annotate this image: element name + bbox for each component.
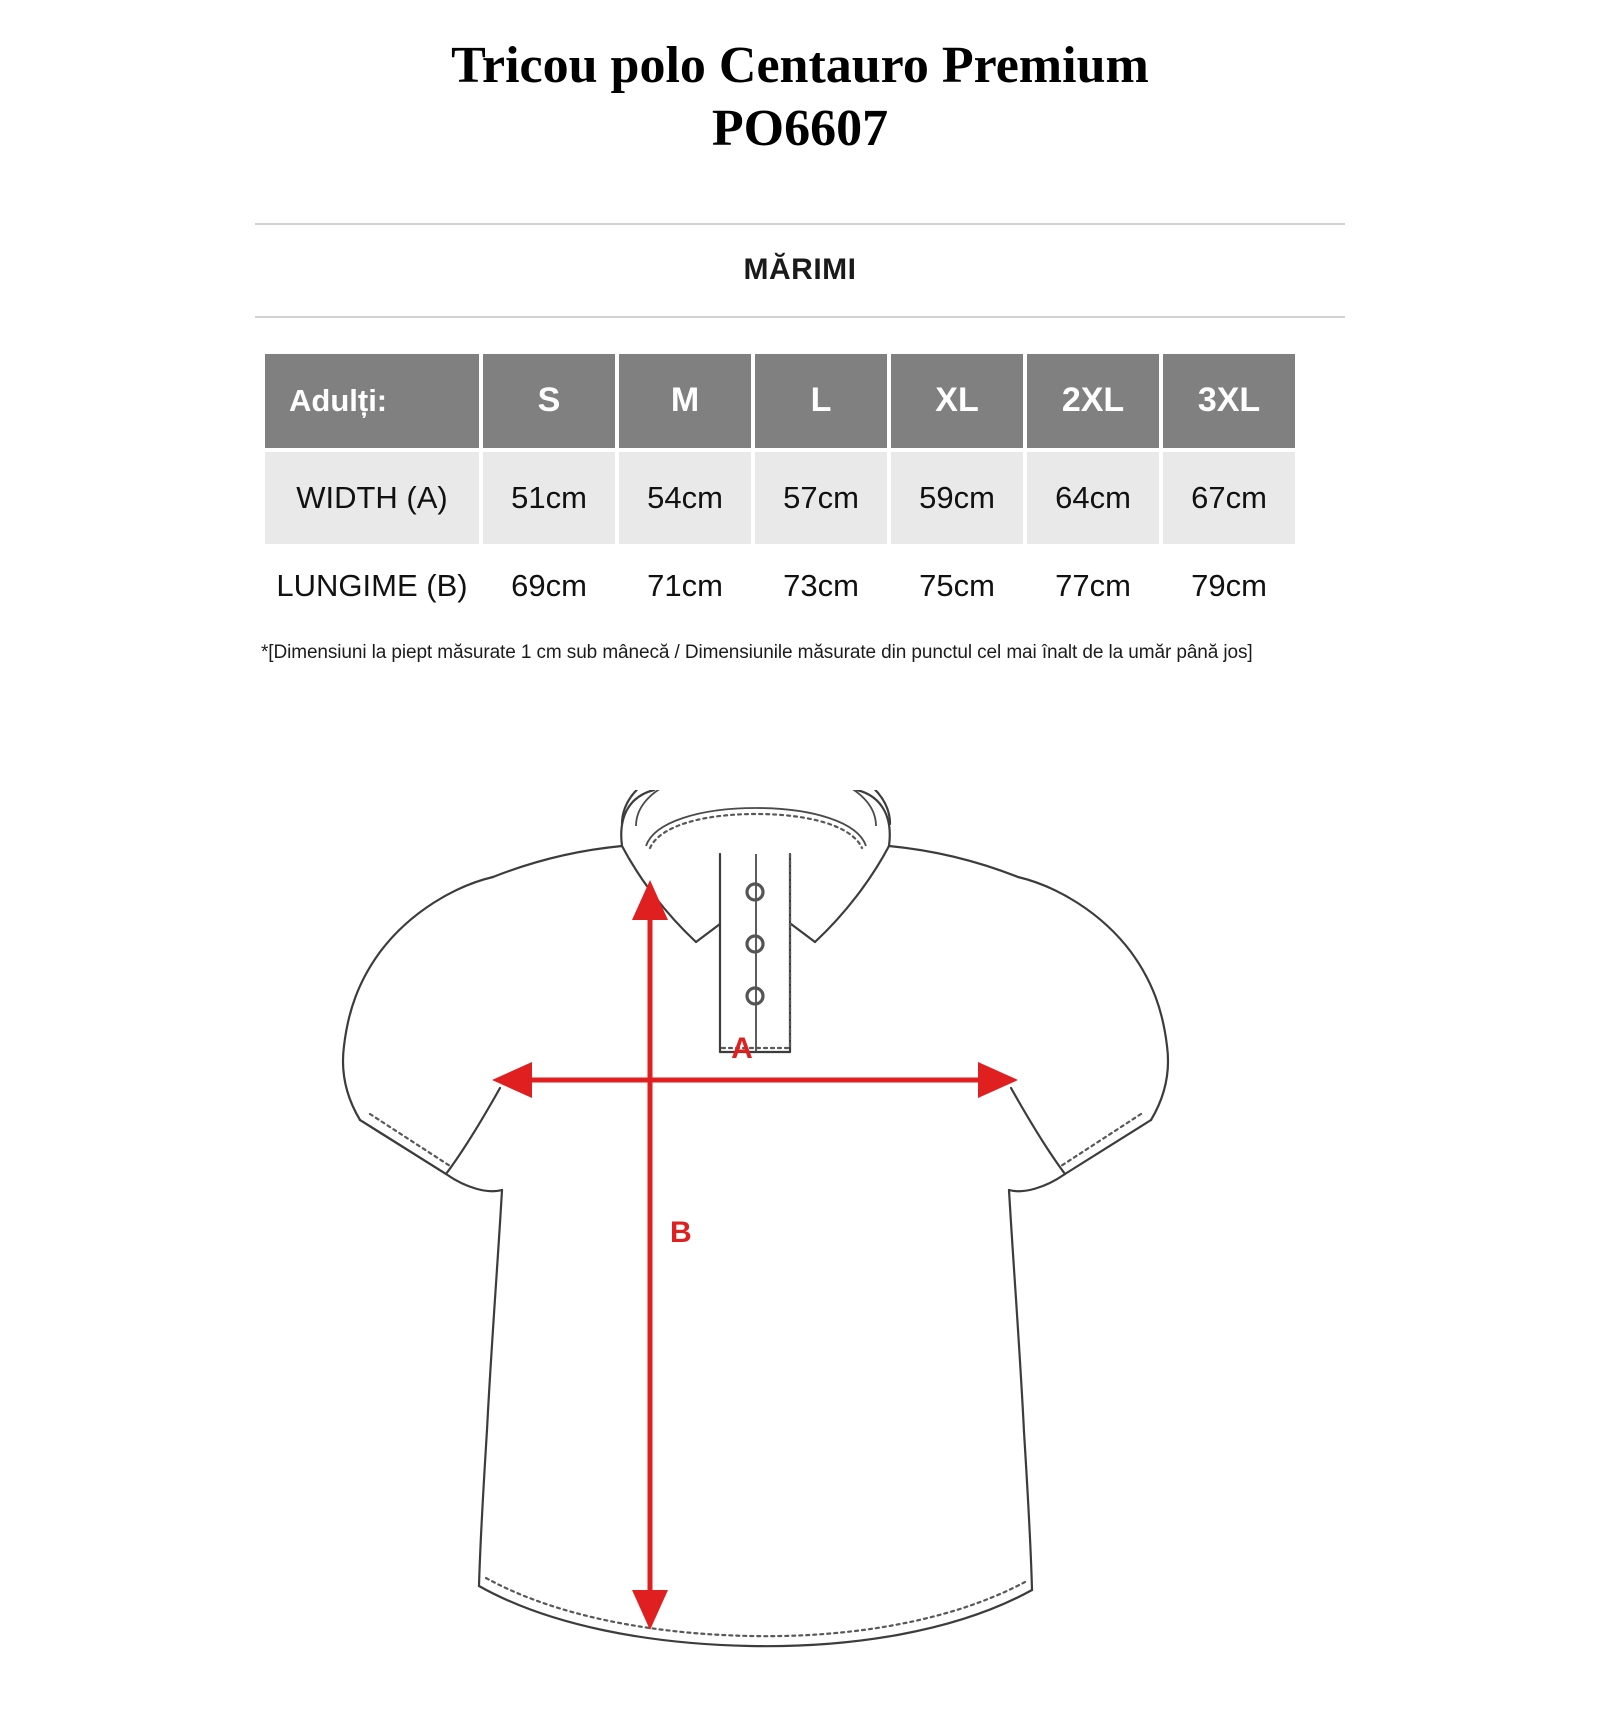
cell-length-s: 69cm xyxy=(511,567,587,603)
right-sleeve-stitch xyxy=(1059,1112,1143,1168)
size-chart: MĂRIMI Adulți: S M L XL 2XL 3XL WIDTH (A… xyxy=(255,161,1345,664)
cell-width-l: 57cm xyxy=(755,451,887,544)
page-title: Tricou polo Centauro Premium PO6607 xyxy=(0,0,1600,161)
cell-width-2xl: 64cm xyxy=(1027,451,1159,544)
bottom-hem-stitch xyxy=(484,1576,1027,1638)
table-row: WIDTH (A) 51cm 54cm 57cm 59cm 64cm 67cm xyxy=(265,451,1295,544)
cell-width-3xl: 67cm xyxy=(1163,451,1295,544)
measurement-footnote: *[Dimensiuni la piept măsurate 1 cm sub … xyxy=(261,641,1253,663)
dimension-arrow-a: A xyxy=(492,1032,1018,1098)
header-cell-2xl: 2XL xyxy=(1027,353,1159,448)
stitching-details xyxy=(368,1112,1143,1638)
left-sleeve-stitch xyxy=(368,1112,452,1168)
placket-button-2 xyxy=(745,934,765,954)
product-code-line: PO6607 xyxy=(711,100,889,158)
cell-length-l: 73cm xyxy=(783,567,859,603)
header-cell-l: L xyxy=(755,353,887,448)
cell-width-s: 51cm xyxy=(483,451,615,544)
cell-length-xl: 75cm xyxy=(919,567,995,603)
header-cell-xl: XL xyxy=(891,353,1023,448)
placket-button-3 xyxy=(745,986,765,1006)
sizes-banner-heading: MĂRIMI xyxy=(743,253,857,287)
header-cell-3xl: 3XL xyxy=(1163,353,1295,448)
size-table: Adulți: S M L XL 2XL 3XL WIDTH (A) 51cm … xyxy=(261,350,1299,628)
cell-length-3xl: 79cm xyxy=(1191,567,1267,603)
cell-length-2xl: 77cm xyxy=(1055,567,1131,603)
cell-width-xl: 59cm xyxy=(891,451,1023,544)
dimension-b-label: B xyxy=(670,1216,692,1249)
shirt-body-outline xyxy=(341,875,1170,1648)
arrow-head-left xyxy=(492,1062,532,1098)
product-title-line-1: Tricou polo Centauro Premium xyxy=(451,37,1149,94)
polo-collar xyxy=(620,790,892,944)
sizes-banner: MĂRIMI xyxy=(255,222,1345,318)
table-row: LUNGIME (B) 69cm 71cm 73cm 75cm 77cm 79c… xyxy=(265,548,1295,624)
cell-width-m: 54cm xyxy=(619,451,751,544)
header-cell-m: M xyxy=(619,353,751,448)
polo-shirt-illustration: A B xyxy=(0,790,1600,1690)
cell-length-m: 71cm xyxy=(647,567,723,603)
header-cell-s: S xyxy=(483,353,615,448)
arrow-head-top xyxy=(632,880,668,920)
row-label-width: WIDTH (A) xyxy=(265,451,479,544)
placket-button-1 xyxy=(745,882,765,902)
dimension-a-label: A xyxy=(731,1032,753,1065)
row-label-length: LUNGIME (B) xyxy=(276,567,468,603)
table-header-row: Adulți: S M L XL 2XL 3XL xyxy=(265,353,1295,448)
arrow-head-bottom xyxy=(632,1590,668,1630)
shirt-shoulder-seams xyxy=(491,844,1020,879)
dimension-arrow-b: B xyxy=(632,880,692,1630)
header-cell-adults: Adulți: xyxy=(265,353,479,448)
arrow-head-right xyxy=(978,1062,1018,1098)
polo-placket xyxy=(718,852,792,1054)
polo-shirt-svg: A B xyxy=(341,790,1170,1648)
